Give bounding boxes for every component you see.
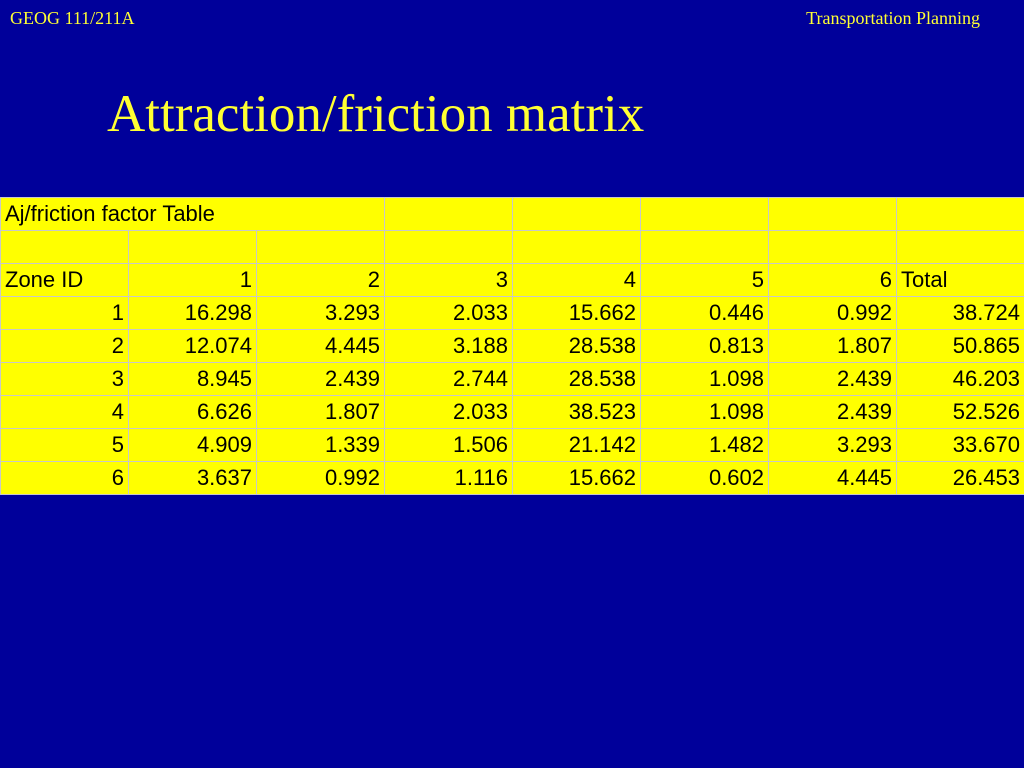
data-cell: 2.744 <box>384 362 514 396</box>
data-cell: 1.098 <box>640 362 770 396</box>
data-cell: 15.662 <box>512 296 642 330</box>
header-cell: Zone ID <box>0 263 129 297</box>
data-cell: 3.637 <box>128 461 257 495</box>
empty-cell <box>384 197 514 231</box>
header-cell: 1 <box>128 263 257 297</box>
table-caption: Aj/friction factor Table <box>0 197 386 231</box>
data-row: 1 16.298 3.293 2.033 15.662 0.446 0.992 38.724 <box>0 296 1024 330</box>
empty-cell <box>512 197 642 231</box>
data-row: 3 8.945 2.439 2.744 28.538 1.098 2.439 46.203 <box>0 362 1024 396</box>
data-cell: 46.203 <box>896 362 1024 396</box>
data-row: 4 6.626 1.807 2.033 38.523 1.098 2.439 52.526 <box>0 395 1024 429</box>
data-cell: 2.439 <box>768 362 898 396</box>
data-cell: 2.033 <box>384 395 514 429</box>
data-cell: 3.293 <box>768 428 898 462</box>
header-cell: 2 <box>255 263 386 297</box>
empty-cell <box>896 197 1024 231</box>
data-row: 6 3.637 0.992 1.116 15.662 0.602 4.445 26.453 <box>0 461 1024 495</box>
empty-cell <box>768 230 898 264</box>
data-cell: 3.188 <box>384 329 514 363</box>
data-cell: 1.339 <box>255 428 386 462</box>
data-row: 5 4.909 1.339 1.506 21.142 1.482 3.293 33.670 <box>0 428 1024 462</box>
data-cell: 28.538 <box>512 362 642 396</box>
empty-row <box>0 230 1024 264</box>
empty-cell <box>640 230 770 264</box>
data-cell: 50.865 <box>896 329 1024 363</box>
data-row: 2 12.074 4.445 3.188 28.538 0.813 1.807 50.865 <box>0 329 1024 363</box>
data-cell: 6.626 <box>128 395 257 429</box>
table-body: Aj/friction factor Table Zone ID 1 2 3 4 5 6 Tot… <box>0 197 1024 495</box>
data-cell: 16.298 <box>128 296 257 330</box>
data-cell: 3.293 <box>255 296 386 330</box>
empty-cell <box>255 230 386 264</box>
data-cell: 12.074 <box>128 329 257 363</box>
header-cell: Total <box>896 263 1024 297</box>
data-cell: 2 <box>0 329 129 363</box>
data-cell: 0.446 <box>640 296 770 330</box>
data-cell: 1.807 <box>768 329 898 363</box>
data-cell: 8.945 <box>128 362 257 396</box>
data-cell: 0.813 <box>640 329 770 363</box>
empty-cell <box>768 197 898 231</box>
empty-cell <box>512 230 642 264</box>
data-cell: 1.116 <box>384 461 514 495</box>
data-cell: 4.909 <box>128 428 257 462</box>
header-cell: 4 <box>512 263 642 297</box>
data-cell: 2.033 <box>384 296 514 330</box>
header-cell: 6 <box>768 263 898 297</box>
data-cell: 3 <box>0 362 129 396</box>
empty-cell <box>640 197 770 231</box>
data-cell: 28.538 <box>512 329 642 363</box>
data-cell: 4.445 <box>768 461 898 495</box>
data-cell: 1.482 <box>640 428 770 462</box>
data-cell: 1.807 <box>255 395 386 429</box>
slide-title: Attraction/friction matrix <box>107 85 645 143</box>
data-cell: 1 <box>0 296 129 330</box>
empty-cell <box>128 230 257 264</box>
friction-table: Aj/friction factor Table Zone ID 1 2 3 4 5 6 Tot… <box>0 197 1024 495</box>
data-cell: 0.602 <box>640 461 770 495</box>
empty-cell <box>0 230 129 264</box>
data-cell: 5 <box>0 428 129 462</box>
data-cell: 26.453 <box>896 461 1024 495</box>
data-cell: 2.439 <box>255 362 386 396</box>
data-cell: 2.439 <box>768 395 898 429</box>
data-cell: 38.724 <box>896 296 1024 330</box>
topic-label: Transportation Planning <box>806 8 980 28</box>
data-cell: 1.506 <box>384 428 514 462</box>
data-cell: 6 <box>0 461 129 495</box>
data-cell: 21.142 <box>512 428 642 462</box>
data-cell: 4.445 <box>255 329 386 363</box>
data-cell: 0.992 <box>768 296 898 330</box>
data-cell: 4 <box>0 395 129 429</box>
data-cell: 0.992 <box>255 461 386 495</box>
data-cell: 52.526 <box>896 395 1024 429</box>
data-cell: 33.670 <box>896 428 1024 462</box>
course-label: GEOG 111/211A <box>10 8 135 28</box>
caption-row: Aj/friction factor Table <box>0 197 1024 231</box>
data-cell: 15.662 <box>512 461 642 495</box>
header-row: Zone ID 1 2 3 4 5 6 Total <box>0 263 1024 297</box>
data-cell: 1.098 <box>640 395 770 429</box>
empty-cell <box>896 230 1024 264</box>
data-cell: 38.523 <box>512 395 642 429</box>
empty-cell <box>384 230 514 264</box>
header-cell: 3 <box>384 263 514 297</box>
header-cell: 5 <box>640 263 770 297</box>
